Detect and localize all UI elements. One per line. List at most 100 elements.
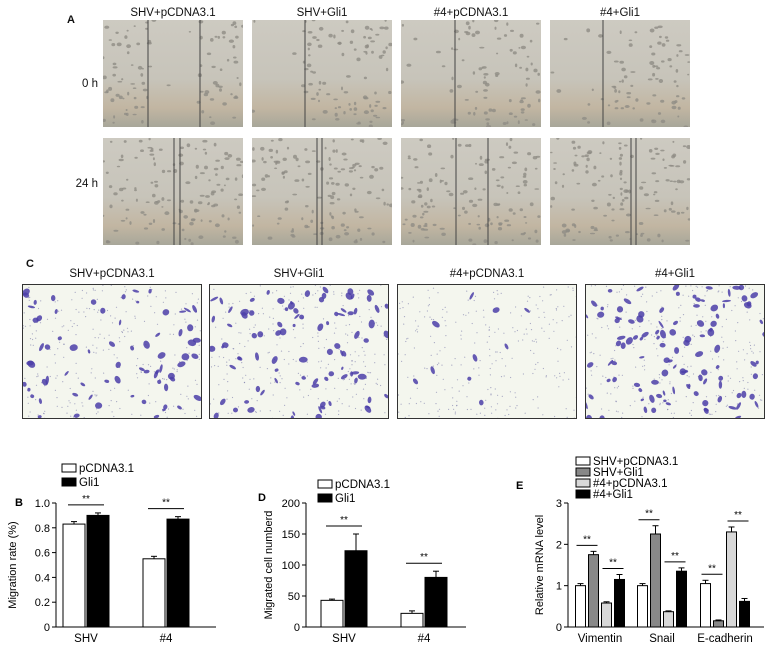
legend-swatch (575, 478, 591, 488)
y-tick-label: 0.2 (35, 597, 50, 609)
bar (320, 599, 344, 628)
y-tick-label: 0.4 (35, 572, 50, 584)
wound-healing-image (252, 138, 392, 245)
legend-swatch (61, 477, 77, 487)
significance-label: ** (671, 551, 679, 562)
legend-swatch (61, 463, 77, 473)
bar (601, 602, 612, 628)
legend-label: pCDNA3.1 (79, 463, 134, 475)
wound-healing-image (252, 20, 392, 127)
bar (575, 585, 586, 628)
bar (344, 550, 368, 628)
significance-label: ** (82, 494, 90, 505)
y-tick-label: 100 (282, 560, 300, 572)
significance-label: ** (734, 510, 742, 521)
significance-label: ** (162, 498, 170, 509)
x-tick-label: Vimentin (578, 633, 623, 645)
legend-label: SHV+Gli1 (593, 467, 644, 479)
wound-healing-image (103, 20, 243, 127)
transwell-image (397, 284, 577, 419)
panel-c-col-2-header: SHV+Gli1 (273, 268, 325, 280)
panel-a-col-3-header: #4+pCDNA3.1 (433, 7, 509, 19)
panel-a-letter: A (67, 14, 75, 26)
wound-healing-image (103, 138, 243, 245)
wound-healing-image (550, 138, 690, 245)
y-tick-label: 2 (556, 539, 562, 551)
chart-e: E 0 1 2 3 Relative mRNA level Vimentin ** ** Snai… (516, 456, 764, 645)
y-tick-label: 200 (282, 498, 300, 510)
bar (166, 518, 190, 628)
y-axis-label: Relative mRNA level (534, 515, 546, 615)
transwell-image (209, 284, 389, 419)
bar (713, 620, 724, 628)
panel-a-col-2-header: SHV+Gli1 (296, 7, 348, 19)
legend-swatch (317, 493, 333, 503)
bar (739, 600, 750, 628)
y-tick-label: 3 (556, 498, 562, 510)
y-axis-label: Migration rate (%) (7, 521, 19, 608)
x-tick-label: #4 (160, 633, 173, 645)
y-tick-label: 150 (282, 529, 300, 541)
bar (588, 554, 599, 628)
panel-c-col-3-header: #4+pCDNA3.1 (449, 268, 525, 280)
panel-a-row-0h: 0 h (82, 78, 98, 90)
y-tick-label: 0.6 (35, 548, 50, 560)
legend-label: Gli1 (79, 477, 99, 489)
legend-label: pCDNA3.1 (335, 479, 390, 491)
x-tick-label: Snail (649, 633, 675, 645)
bar (637, 585, 648, 628)
x-tick-label: SHV (74, 633, 98, 645)
panel-c-col-1-header: SHV+pCDNA3.1 (69, 268, 155, 280)
chart-b: B 0 0.2 0.4 0.6 0.8 1.0 Migration rate (%) SHV **… (7, 463, 216, 645)
x-tick-label: SHV (332, 633, 356, 645)
y-axis-label: Migrated cell numberd (263, 511, 275, 620)
bar (62, 523, 86, 628)
legend-label: SHV+pCDNA3.1 (593, 456, 678, 468)
bar (142, 558, 166, 628)
chart-d: D 0 50 100 150 200 Migrated cell numberd SHV ** #… (258, 479, 466, 645)
y-tick-label: 0 (44, 622, 50, 634)
panel-c-letter: C (26, 258, 34, 270)
transwell-image (22, 284, 202, 419)
significance-label: ** (609, 558, 617, 569)
bar (650, 533, 661, 628)
wound-healing-image (550, 20, 690, 127)
significance-label: ** (645, 509, 653, 520)
bar (726, 531, 737, 628)
panel-letter: E (516, 480, 523, 492)
panel-letter: B (15, 497, 23, 509)
bar (700, 583, 711, 628)
legend-swatch (575, 467, 591, 477)
legend-swatch (575, 489, 591, 499)
legend-swatch (575, 456, 591, 466)
panel-a-row-24h: 24 h (75, 178, 98, 190)
significance-label: ** (340, 515, 348, 526)
x-tick-label: E-cadherin (697, 633, 753, 645)
bar (400, 612, 424, 628)
x-tick-label: #4 (418, 633, 431, 645)
legend-swatch (317, 479, 333, 489)
significance-label: ** (420, 552, 428, 563)
wound-healing-image (401, 20, 541, 127)
legend-label: #4+Gli1 (593, 489, 633, 501)
y-tick-label: 50 (288, 591, 300, 603)
transwell-image (585, 284, 765, 419)
y-tick-label: 0 (294, 622, 300, 634)
significance-label: ** (583, 534, 591, 545)
y-tick-label: 1 (556, 581, 562, 593)
panel-a-col-4-header: #4+Gli1 (600, 7, 640, 19)
wound-healing-image (401, 138, 541, 245)
legend-label: #4+pCDNA3.1 (593, 478, 667, 490)
bar (86, 514, 110, 628)
bar (663, 611, 674, 628)
bar (614, 578, 625, 628)
panel-c-col-4-header: #4+Gli1 (655, 268, 695, 280)
y-tick-label: 0.8 (35, 523, 50, 535)
panel-letter: D (258, 492, 266, 504)
bar (676, 570, 687, 628)
y-tick-label: 1.0 (35, 498, 50, 510)
y-tick-label: 0 (556, 622, 562, 634)
panel-a-col-1-header: SHV+pCDNA3.1 (130, 7, 216, 19)
legend-label: Gli1 (335, 493, 355, 505)
bar (424, 576, 448, 628)
